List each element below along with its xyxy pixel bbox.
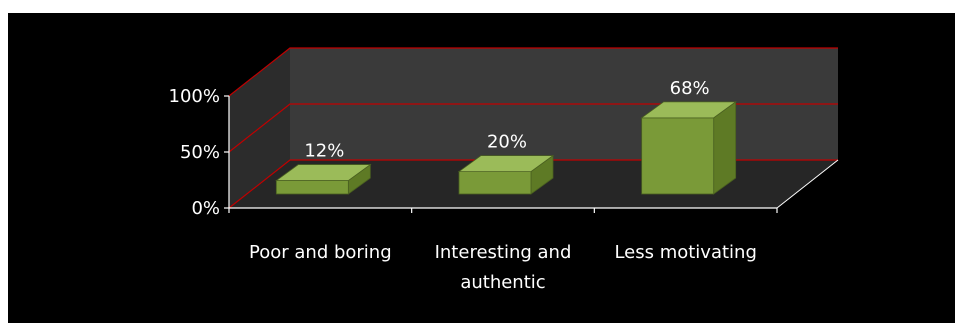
x-tick-label: Interesting and authentic <box>435 242 572 293</box>
floor-edge <box>776 159 839 209</box>
data-label: 68% <box>670 78 710 99</box>
bar <box>458 171 532 195</box>
y-tick-label: 50% <box>180 142 220 163</box>
x-tick-label-line: Poor and boring <box>249 242 392 263</box>
data-label: 12% <box>304 141 344 162</box>
frame-right-border <box>955 0 963 323</box>
x-tick-label: Poor and boring <box>249 242 392 263</box>
frame-left-border <box>0 0 8 323</box>
x-tick-label-line: authentic <box>460 272 545 293</box>
x-tick-label-line: Less motivating <box>614 242 756 263</box>
bar <box>641 117 715 195</box>
frame-top-border <box>0 0 963 13</box>
x-tick-label-line: Interesting and <box>435 242 572 263</box>
x-tick-label: Less motivating <box>614 242 756 263</box>
data-label: 20% <box>487 132 527 153</box>
bar <box>275 180 349 195</box>
bar-top <box>640 101 737 119</box>
bar-top <box>275 164 372 181</box>
y-tick-label: 100% <box>169 86 220 107</box>
gridline <box>228 103 838 153</box>
bar-top <box>457 155 555 173</box>
y-tick-label: 0% <box>191 198 220 219</box>
gridline <box>228 47 838 97</box>
